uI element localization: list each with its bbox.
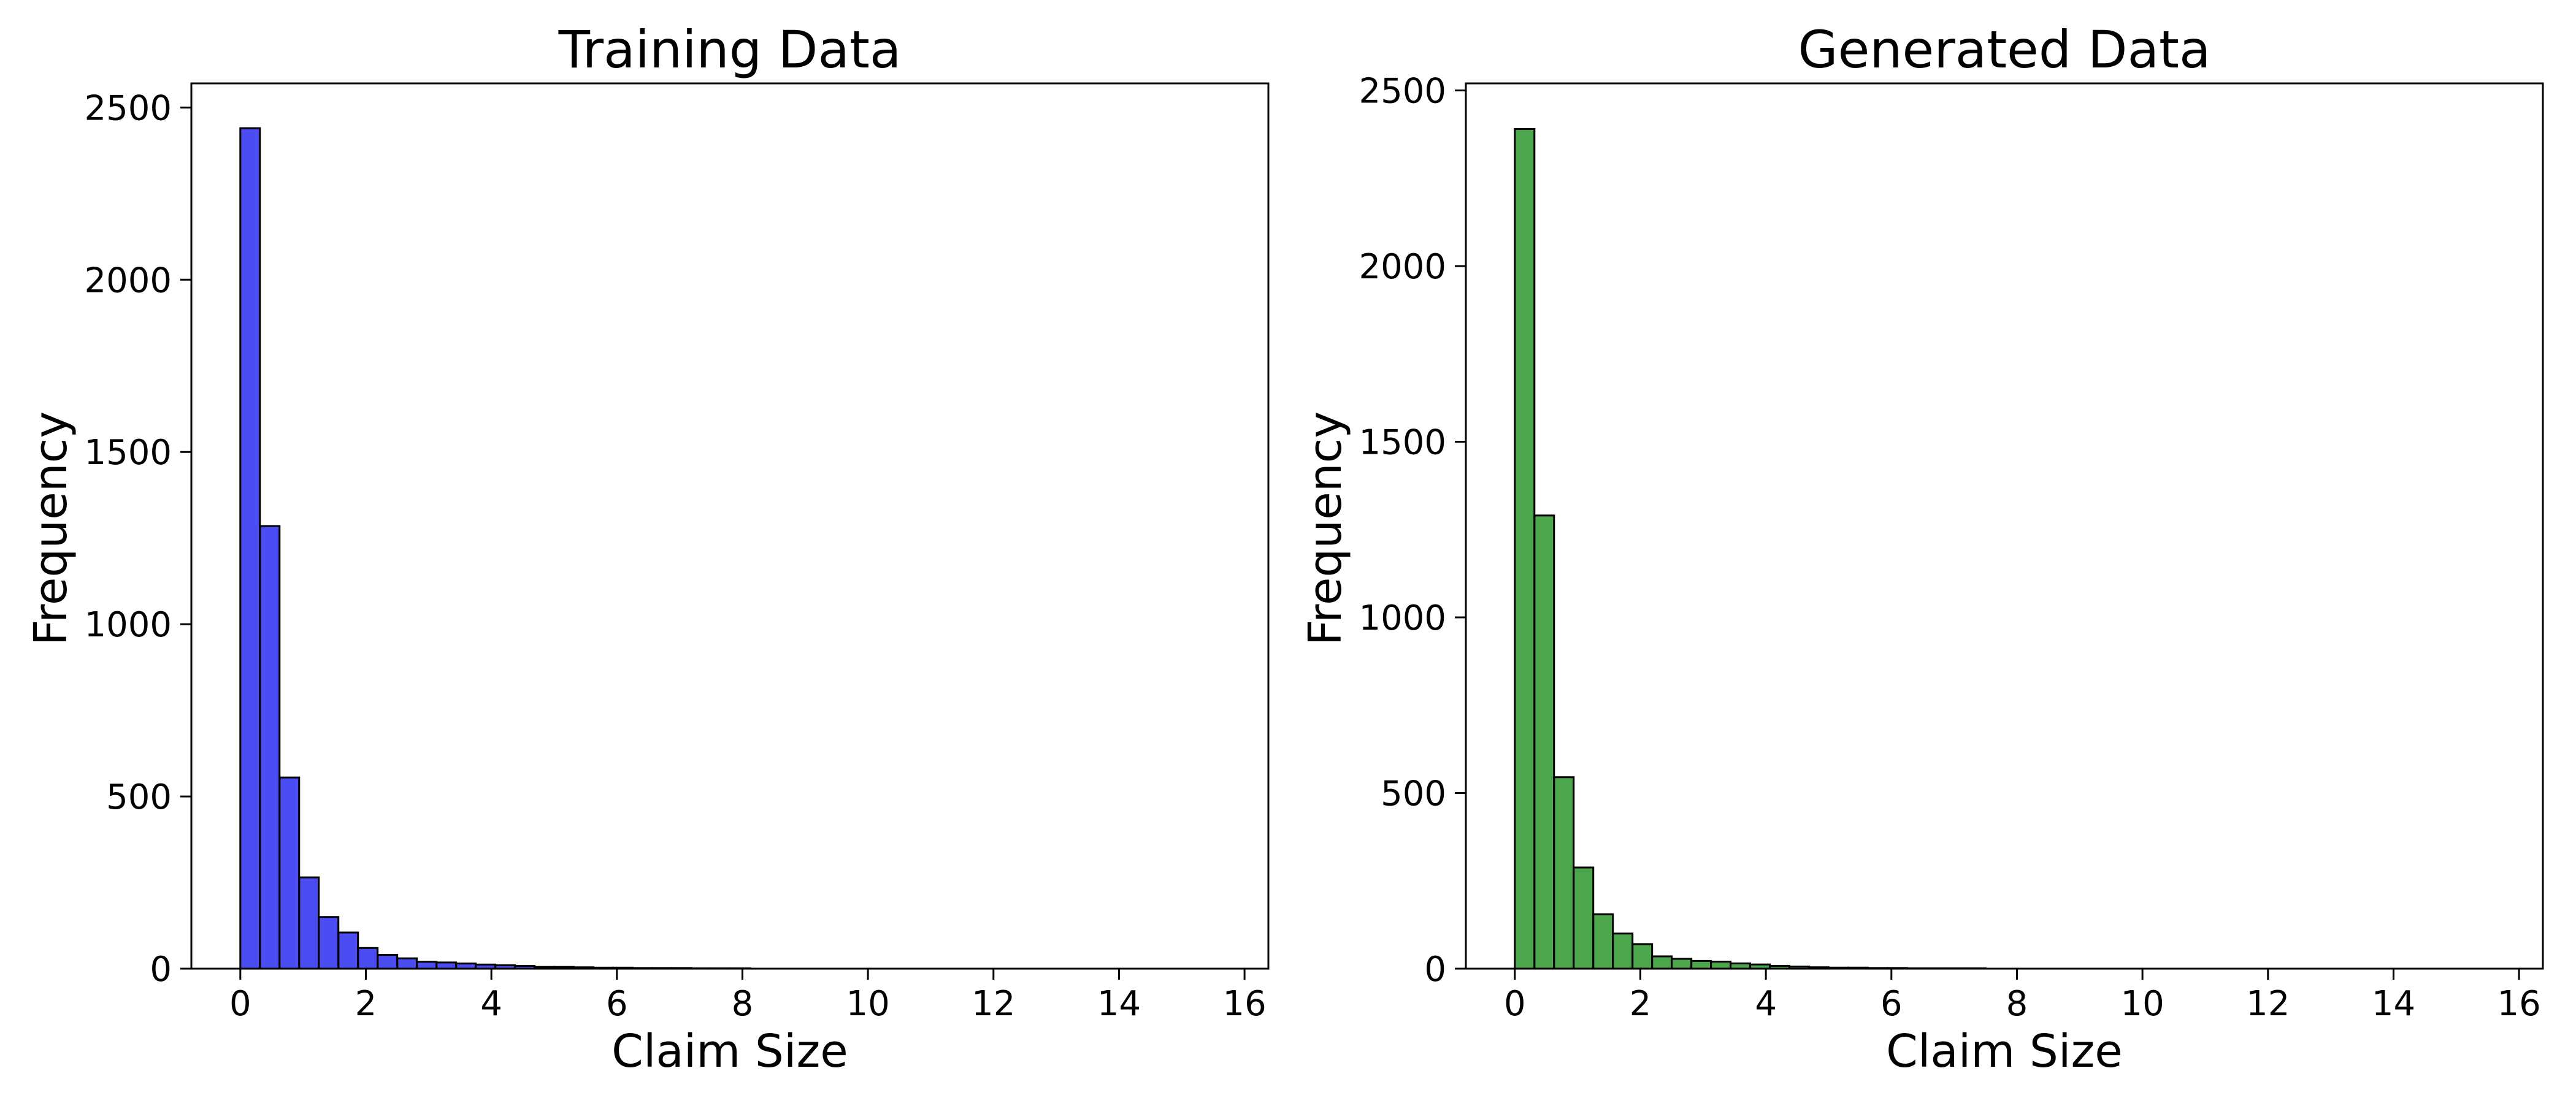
hist-bar-training-10 <box>435 961 458 970</box>
hist-bar-generated-5 <box>1612 932 1634 970</box>
x-tick-label-training-16: 16 <box>1222 984 1266 1024</box>
y-tick-label-training-1500: 1500 <box>84 433 172 473</box>
axes-frame-generated <box>1465 82 2544 970</box>
x-tick-label-training-0: 0 <box>229 984 251 1024</box>
x-tick-label-training-10: 10 <box>846 984 889 1024</box>
x-tick-label-training-8: 8 <box>732 984 754 1024</box>
panel-generated: Generated Data Claim Size Frequency 0 2 4 6… <box>1299 20 2544 1078</box>
hist-bar-training-7 <box>377 954 399 970</box>
x-axis-label-generated: Claim Size <box>1886 1025 2123 1078</box>
x-tick-label-generated-10: 10 <box>2120 984 2164 1024</box>
hist-bar-generated-6 <box>1631 943 1654 970</box>
chart-title-training: Training Data <box>558 20 902 80</box>
panel-training: Training Data Claim Size Frequency 0 2 4 6 8… <box>25 20 1270 1078</box>
hist-bar-training-4 <box>318 916 340 970</box>
hist-bar-training-5 <box>337 931 359 970</box>
x-tick-label-generated-16: 16 <box>2497 984 2540 1024</box>
hist-bar-generated-7 <box>1651 955 1673 970</box>
hist-bar-training-0 <box>239 127 261 970</box>
y-tick-label-generated-0: 0 <box>1424 950 1446 990</box>
y-tick-label-training-0: 0 <box>150 950 172 990</box>
hist-bar-generated-2 <box>1553 776 1575 970</box>
hist-bar-generated-4 <box>1592 913 1614 970</box>
hist-bar-generated-1 <box>1533 514 1555 970</box>
hist-bar-generated-0 <box>1514 128 1536 970</box>
plot-area-generated: 0 2 4 6 8 10 12 14 16 0 500 1000 1500 2000 2500 <box>1359 71 2544 1024</box>
y-axis-label-training: Frequency <box>25 411 77 646</box>
y-tick-label-generated-2500: 2500 <box>1359 71 1446 111</box>
y-tick-label-generated-500: 500 <box>1381 774 1446 814</box>
hist-bar-training-1 <box>259 525 281 970</box>
hist-bar-generated-10 <box>1710 961 1732 970</box>
x-tick-label-training-12: 12 <box>972 984 1015 1024</box>
y-tick-label-generated-1000: 1000 <box>1359 598 1446 638</box>
x-tick-label-training-6: 6 <box>606 984 628 1024</box>
y-tick-label-training-2000: 2000 <box>84 261 172 300</box>
x-tick-label-training-4: 4 <box>480 984 502 1024</box>
hist-bar-training-9 <box>416 961 438 970</box>
hist-bar-training-3 <box>298 876 320 970</box>
y-tick-label-training-500: 500 <box>106 777 172 817</box>
hist-bar-generated-9 <box>1690 959 1712 970</box>
x-tick-label-generated-12: 12 <box>2246 984 2290 1024</box>
hist-bar-generated-3 <box>1573 866 1595 970</box>
y-tick-label-generated-2000: 2000 <box>1359 247 1446 287</box>
x-tick-label-generated-14: 14 <box>2372 984 2415 1024</box>
x-tick-label-generated-2: 2 <box>1630 984 1652 1024</box>
plot-area-training: 0 2 4 6 8 10 12 14 16 0 500 1000 1500 2000 2500 <box>84 82 1270 1024</box>
x-tick-label-generated-0: 0 <box>1504 984 1526 1024</box>
x-tick-label-generated-4: 4 <box>1755 984 1777 1024</box>
x-tick-label-generated-6: 6 <box>1880 984 1903 1024</box>
hist-bar-training-2 <box>278 776 301 970</box>
hist-bar-training-8 <box>396 957 418 970</box>
hist-bar-generated-8 <box>1671 958 1693 970</box>
y-tick-label-generated-1500: 1500 <box>1359 422 1446 462</box>
chart-title-generated: Generated Data <box>1798 20 2211 80</box>
y-axis-label-generated: Frequency <box>1299 411 1352 646</box>
x-tick-label-training-14: 14 <box>1097 984 1141 1024</box>
y-tick-label-training-2500: 2500 <box>84 88 172 128</box>
x-axis-label-training: Claim Size <box>611 1025 848 1078</box>
x-tick-label-training-2: 2 <box>355 984 377 1024</box>
axes-frame-training <box>190 82 1270 970</box>
x-tick-label-generated-8: 8 <box>2006 984 2028 1024</box>
y-tick-label-training-1000: 1000 <box>84 605 172 645</box>
hist-bar-training-6 <box>357 947 379 970</box>
